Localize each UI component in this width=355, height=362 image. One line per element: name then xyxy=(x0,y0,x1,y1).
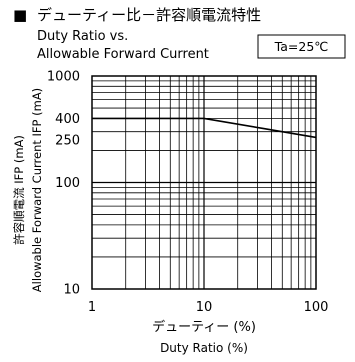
x-axis-label-jp: デューティー (%) xyxy=(152,319,256,335)
x-axis-label-en: Duty Ratio (%) xyxy=(160,341,248,355)
y-tick-label: 100 xyxy=(55,176,80,191)
title-english-line2: Allowable Forward Current xyxy=(37,47,209,62)
y-tick-label: 10 xyxy=(63,283,80,298)
y-axis-label-jp: 許容順電流 IFP (mA) xyxy=(12,135,26,245)
x-tick-label: 100 xyxy=(304,300,329,315)
title-japanese: デューティー比－許容順電流特性 xyxy=(37,6,261,24)
condition-label: Ta=25℃ xyxy=(274,39,329,54)
series-line xyxy=(92,117,317,139)
title-bullet: ■ xyxy=(13,6,27,24)
x-tick-label: 1 xyxy=(88,300,96,315)
condition-box xyxy=(257,34,346,59)
title-english-line1: Duty Ratio vs. xyxy=(37,29,128,44)
grid xyxy=(92,76,316,289)
y-tick-label: 400 xyxy=(55,112,80,127)
tick-labels: 1 10 100 1000 400 250 100 10 xyxy=(47,70,329,316)
y-tick-label: 1000 xyxy=(47,70,80,85)
series xyxy=(92,117,317,139)
y-tick-label: 250 xyxy=(55,134,80,149)
y-axis-label-en: Allowable Forward Current IFP (mA) xyxy=(30,88,44,292)
plot-frame xyxy=(91,75,317,290)
x-tick-label: 10 xyxy=(196,300,213,315)
